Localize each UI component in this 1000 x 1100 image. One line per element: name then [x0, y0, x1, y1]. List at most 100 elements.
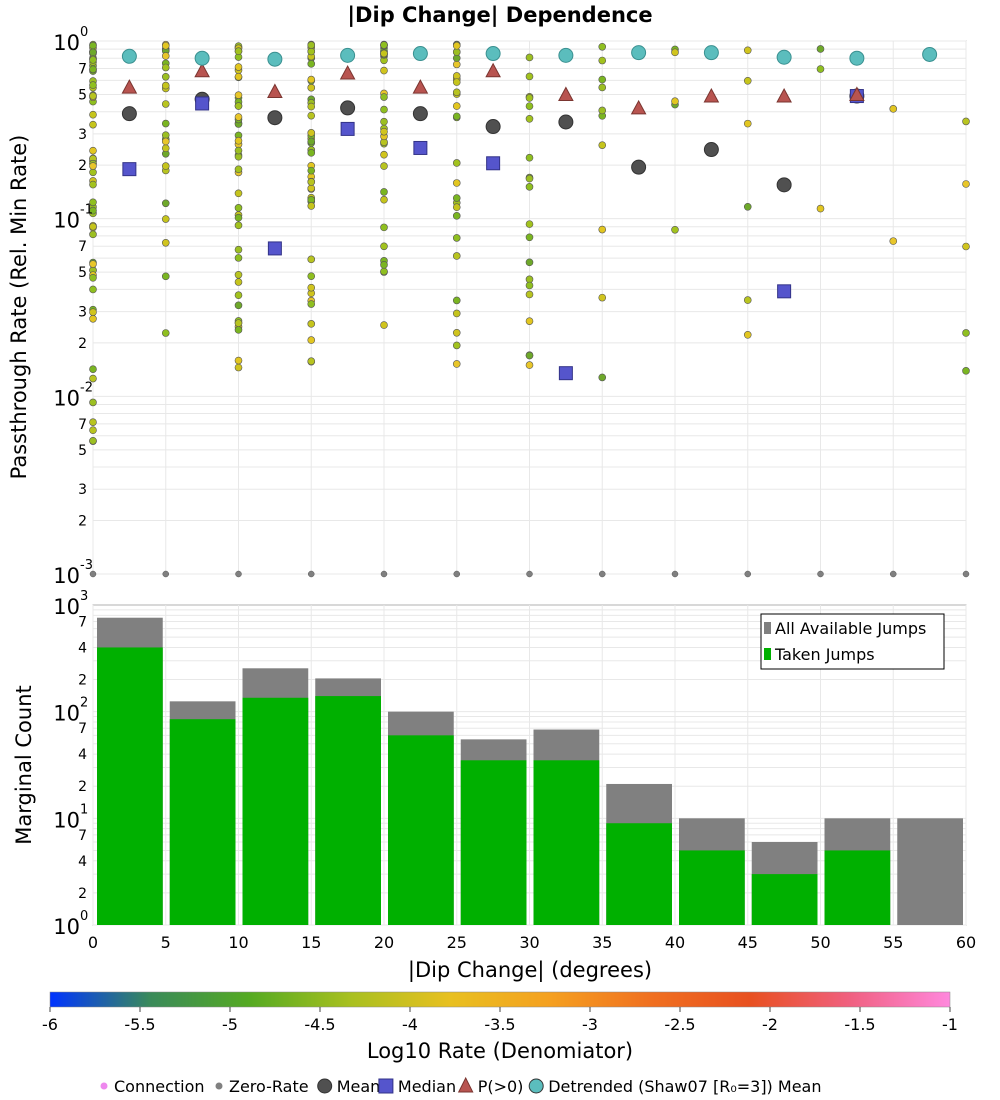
y-tick-label: 10	[53, 702, 80, 726]
connection-point	[234, 204, 243, 212]
mean-point	[558, 114, 574, 130]
detrended-mean-point	[121, 48, 137, 64]
connection-point	[89, 92, 97, 100]
connection-point	[161, 100, 170, 108]
connection-point	[380, 93, 388, 101]
connection-point	[89, 162, 97, 170]
connection-point	[743, 203, 752, 211]
connection-point	[743, 331, 752, 339]
taken-jumps-bar	[388, 735, 454, 925]
colorbar: -6 -5.5 -5 -4.5 -4 -3.5 -3 -2.5 -2 -1.5 -1 Log10 R…	[42, 991, 958, 1063]
connection-point	[89, 222, 97, 231]
mean-point	[485, 119, 501, 135]
connection-point	[525, 102, 534, 110]
zero-rate-point	[380, 570, 388, 578]
detrended-mean-point	[412, 46, 428, 62]
connection-point	[307, 111, 316, 120]
y-minor-tick-label: 4	[78, 640, 87, 656]
connection-point	[816, 204, 825, 213]
connection-point	[452, 159, 461, 167]
p-positive-point	[121, 79, 138, 94]
mean-point	[776, 177, 792, 193]
colorbar-tick-label: -3	[582, 1015, 598, 1034]
dot-icon	[100, 1082, 108, 1090]
connection-point	[452, 252, 461, 260]
connection-point	[307, 336, 316, 344]
connection-point	[525, 53, 534, 62]
histogram-legend: All Available Jumps Taken Jumps	[760, 613, 945, 670]
mean-point	[631, 159, 647, 175]
connection-point	[307, 102, 316, 111]
connection-point	[743, 46, 752, 55]
connection-point	[234, 356, 243, 365]
y-minor-tick-label: 5	[78, 87, 87, 103]
y-tick-exponent: -3	[80, 558, 93, 573]
legend-label-taken: Taken Jumps	[774, 645, 875, 664]
detrended-mean-point	[849, 50, 865, 66]
y-minor-tick-label: 3	[78, 127, 87, 143]
connection-point	[598, 373, 607, 382]
connection-point	[598, 75, 607, 84]
connection-point	[89, 230, 97, 239]
p-positive-point	[267, 83, 283, 98]
connection-point	[161, 41, 170, 50]
y-minor-tick-label: 7	[78, 615, 87, 631]
connection-point	[234, 146, 243, 155]
connection-point	[380, 49, 388, 58]
connection-point	[234, 363, 243, 372]
connection-point	[525, 174, 534, 183]
connection-point	[307, 47, 316, 56]
colorbar-tick-label: -1	[942, 1015, 958, 1034]
connection-point	[307, 178, 316, 186]
taken-jumps-bar	[315, 696, 381, 925]
median-point	[413, 140, 428, 155]
legend-label: Mean	[337, 1077, 381, 1096]
connection-point	[525, 220, 534, 228]
connection-point	[234, 291, 243, 300]
connection-point	[452, 112, 461, 121]
connection-point	[598, 225, 607, 234]
mean-point	[267, 110, 283, 126]
connection-point	[234, 136, 243, 145]
x-tick-label: 25	[447, 933, 467, 952]
connection-point	[89, 180, 97, 189]
y-tick-exponent: 3	[80, 589, 88, 604]
connection-point	[598, 83, 607, 92]
histogram-x-axis: 0 5 10 15 20 25 30 35 40 45 50 55 60	[88, 933, 976, 952]
connection-point	[452, 360, 461, 368]
connection-point	[161, 215, 170, 223]
x-tick-label: 55	[883, 933, 903, 952]
median-point	[486, 156, 501, 171]
connection-point	[962, 117, 970, 126]
detrended-mean-point	[340, 47, 356, 63]
x-tick-label: 30	[519, 933, 539, 952]
connection-point	[598, 293, 607, 302]
legend-label: Median	[398, 1077, 456, 1096]
connection-point	[380, 321, 388, 329]
connection-point	[234, 270, 243, 279]
connection-point	[161, 199, 170, 208]
p-positive-point	[339, 65, 356, 80]
p-positive-point	[412, 79, 429, 94]
p-positive-point	[703, 87, 720, 103]
p-positive-point	[558, 86, 574, 101]
zero-rate-point	[89, 570, 97, 578]
connection-point	[234, 113, 243, 121]
connection-point	[89, 56, 97, 64]
taken-jumps-bar	[824, 850, 891, 925]
legend-swatch-all	[764, 622, 771, 634]
colorbar-tick-label: -4.5	[304, 1015, 335, 1034]
connection-points	[89, 40, 970, 445]
connection-point	[307, 272, 316, 280]
connection-point	[962, 367, 970, 375]
legend-swatch-taken	[764, 648, 771, 660]
taken-jumps-bar	[242, 697, 309, 925]
detrended-mean-point	[485, 46, 501, 62]
connection-point	[234, 254, 243, 262]
connection-point	[452, 60, 461, 69]
legend-label: Zero-Rate	[229, 1077, 309, 1096]
connection-point	[380, 41, 388, 49]
y-tick-label: 10	[53, 386, 80, 410]
y-tick-exponent: 1	[80, 802, 88, 817]
